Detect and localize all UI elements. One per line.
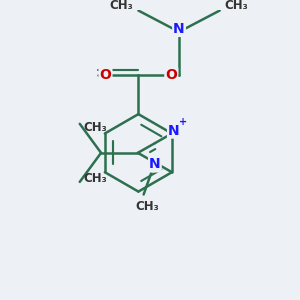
Text: CH₃: CH₃ bbox=[224, 0, 248, 12]
Text: CH₃: CH₃ bbox=[84, 172, 107, 184]
Text: CH₃: CH₃ bbox=[84, 121, 107, 134]
Text: N: N bbox=[173, 22, 185, 36]
Text: +: + bbox=[179, 117, 188, 127]
Text: N: N bbox=[149, 158, 161, 172]
Text: O: O bbox=[165, 68, 177, 83]
Text: O: O bbox=[100, 68, 111, 83]
Text: CH₃: CH₃ bbox=[110, 0, 134, 12]
Text: N: N bbox=[168, 124, 180, 138]
Text: CH₃: CH₃ bbox=[136, 200, 159, 213]
